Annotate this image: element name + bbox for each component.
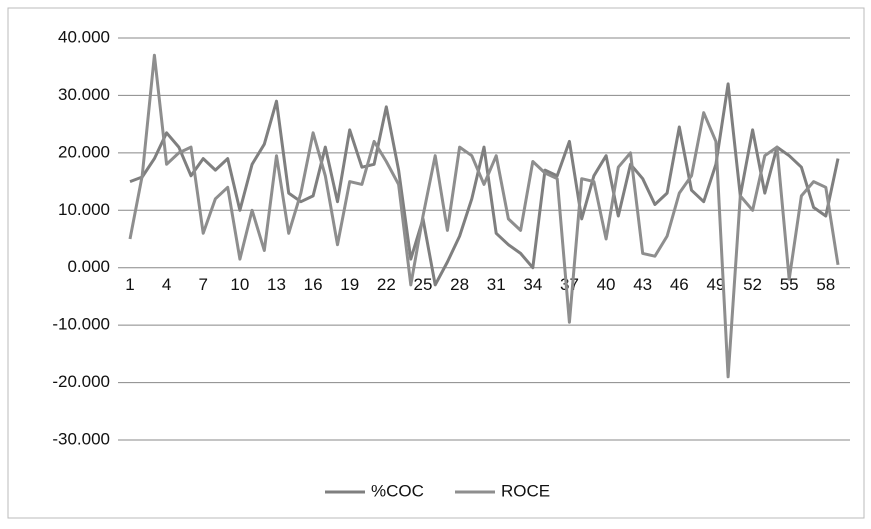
y-tick-label: -30.000 [52, 429, 110, 448]
x-tick-label: 46 [670, 275, 689, 294]
x-tick-label: 37 [560, 275, 579, 294]
series-line [129, 82, 840, 287]
y-tick-label: 10.000 [58, 200, 110, 219]
y-tick-label: -20.000 [52, 372, 110, 391]
x-tick-label: 43 [633, 275, 652, 294]
legend-label: %COC [371, 481, 424, 500]
x-tick-label: 7 [199, 275, 208, 294]
x-tick-label: 52 [743, 275, 762, 294]
x-tick-label: 28 [450, 275, 469, 294]
x-tick-label: 25 [414, 275, 433, 294]
x-tick-label: 34 [523, 275, 542, 294]
x-tick-label: 10 [230, 275, 249, 294]
x-tick-label: 16 [304, 275, 323, 294]
x-tick-label: 40 [597, 275, 616, 294]
y-tick-label: 40.000 [58, 27, 110, 46]
x-tick-label: 13 [267, 275, 286, 294]
x-tick-label: 4 [162, 275, 171, 294]
y-tick-label: 20.000 [58, 142, 110, 161]
x-tick-label: 19 [340, 275, 359, 294]
x-tick-label: 1 [125, 275, 134, 294]
y-tick-label: 0.000 [67, 257, 110, 276]
x-tick-label: 22 [377, 275, 396, 294]
y-tick-label: -10.000 [52, 315, 110, 334]
x-tick-label: 58 [816, 275, 835, 294]
x-tick-label: 31 [487, 275, 506, 294]
series-line [128, 53, 840, 379]
x-tick-label: 49 [706, 275, 725, 294]
x-tick-label: 55 [780, 275, 799, 294]
y-tick-label: 30.000 [58, 85, 110, 104]
legend-label: ROCE [501, 481, 550, 500]
